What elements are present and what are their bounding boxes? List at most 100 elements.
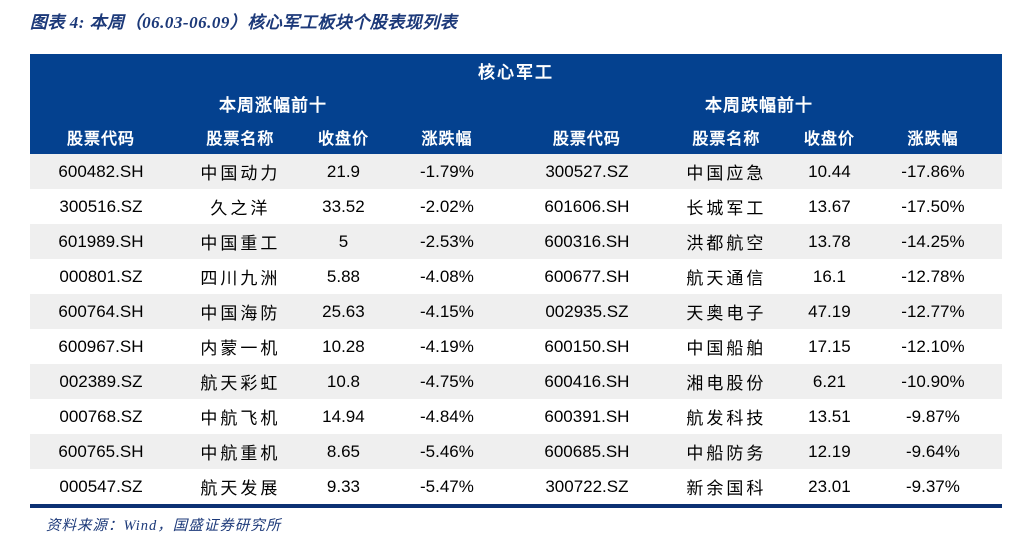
cell-close-price: 17.15 bbox=[794, 329, 864, 364]
cell-close-price: 16.1 bbox=[794, 259, 864, 294]
cell-stock-code: 002389.SZ bbox=[30, 364, 172, 399]
col-header-change-left: 涨跌幅 bbox=[377, 120, 516, 154]
group-header-row: 核心军工 bbox=[30, 54, 1002, 86]
cell-close-price: 9.33 bbox=[308, 469, 378, 504]
cell-change-pct: -17.50% bbox=[863, 189, 1002, 224]
cell-stock-name: 长城军工 bbox=[657, 189, 795, 224]
cell-stock-code: 000801.SZ bbox=[30, 259, 172, 294]
cell-stock-name: 中国动力 bbox=[171, 154, 309, 189]
source-note: 资料来源：Wind，国盛证券研究所 bbox=[46, 518, 282, 534]
table-row: 000768.SZ 中航飞机 14.94 -4.84% 600391.SH 航发… bbox=[30, 399, 1002, 434]
table-row: 300516.SZ 久之洋 33.52 -2.02% 601606.SH 长城军… bbox=[30, 189, 1002, 224]
cell-change-pct: -9.37% bbox=[863, 469, 1002, 504]
cell-stock-name: 四川九洲 bbox=[171, 259, 309, 294]
cell-change-pct: -9.64% bbox=[863, 434, 1002, 469]
cell-stock-code: 600150.SH bbox=[515, 329, 658, 364]
cell-close-price: 23.01 bbox=[794, 469, 864, 504]
cell-stock-code: 600764.SH bbox=[30, 294, 172, 329]
col-header-price-right: 收盘价 bbox=[794, 120, 864, 154]
cell-stock-code: 300722.SZ bbox=[515, 469, 658, 504]
cell-stock-name: 中航重机 bbox=[171, 434, 309, 469]
figure-title: 图表 4: 本周（06.03-06.09）核心军工板块个股表现列表 bbox=[30, 13, 458, 32]
table-body: 600482.SH 中国动力 21.9 -1.79% 300527.SZ 中国应… bbox=[30, 154, 1002, 504]
col-header-price-left: 收盘价 bbox=[308, 120, 378, 154]
cell-stock-name: 洪都航空 bbox=[657, 224, 795, 259]
col-header-code-left: 股票代码 bbox=[30, 120, 172, 154]
section-title-losers: 本周跌幅前十 bbox=[515, 86, 1002, 120]
section-title-row: 本周涨幅前十 本周跌幅前十 bbox=[30, 86, 1002, 120]
cell-stock-name: 久之洋 bbox=[171, 189, 309, 224]
cell-stock-code: 000768.SZ bbox=[30, 399, 172, 434]
cell-stock-code: 600416.SH bbox=[515, 364, 658, 399]
cell-close-price: 21.9 bbox=[308, 154, 378, 189]
cell-stock-code: 600316.SH bbox=[515, 224, 658, 259]
cell-stock-code: 600765.SH bbox=[30, 434, 172, 469]
table-header: 核心军工 本周涨幅前十 本周跌幅前十 股票代码 股票名称 收盘价 涨跌幅 股票代… bbox=[30, 54, 1002, 154]
cell-stock-code: 601989.SH bbox=[30, 224, 172, 259]
cell-close-price: 10.44 bbox=[794, 154, 864, 189]
table-row: 600482.SH 中国动力 21.9 -1.79% 300527.SZ 中国应… bbox=[30, 154, 1002, 189]
table-row: 000547.SZ 航天发展 9.33 -5.47% 300722.SZ 新余国… bbox=[30, 469, 1002, 504]
cell-stock-code: 601606.SH bbox=[515, 189, 658, 224]
cell-close-price: 14.94 bbox=[308, 399, 378, 434]
cell-stock-code: 600482.SH bbox=[30, 154, 172, 189]
group-header: 核心军工 bbox=[30, 54, 1002, 86]
table-row: 601989.SH 中国重工 5 -2.53% 600316.SH 洪都航空 1… bbox=[30, 224, 1002, 259]
bottom-divider bbox=[30, 504, 1002, 508]
cell-close-price: 5.88 bbox=[308, 259, 378, 294]
table-row: 600764.SH 中国海防 25.63 -4.15% 002935.SZ 天奥… bbox=[30, 294, 1002, 329]
cell-change-pct: -4.19% bbox=[377, 329, 516, 364]
section-title-gainers: 本周涨幅前十 bbox=[30, 86, 516, 120]
col-header-code-right: 股票代码 bbox=[515, 120, 658, 154]
cell-change-pct: -14.25% bbox=[863, 224, 1002, 259]
cell-change-pct: -4.08% bbox=[377, 259, 516, 294]
cell-stock-name: 湘电股份 bbox=[657, 364, 795, 399]
cell-change-pct: -9.87% bbox=[863, 399, 1002, 434]
col-header-name-left: 股票名称 bbox=[171, 120, 309, 154]
cell-close-price: 13.67 bbox=[794, 189, 864, 224]
cell-close-price: 12.19 bbox=[794, 434, 864, 469]
cell-stock-name: 中船防务 bbox=[657, 434, 795, 469]
cell-stock-name: 航天发展 bbox=[171, 469, 309, 504]
cell-stock-code: 600967.SH bbox=[30, 329, 172, 364]
cell-stock-code: 300516.SZ bbox=[30, 189, 172, 224]
cell-change-pct: -12.10% bbox=[863, 329, 1002, 364]
cell-change-pct: -2.53% bbox=[377, 224, 516, 259]
table-row: 000801.SZ 四川九洲 5.88 -4.08% 600677.SH 航天通… bbox=[30, 259, 1002, 294]
cell-stock-name: 中国重工 bbox=[171, 224, 309, 259]
cell-stock-code: 600685.SH bbox=[515, 434, 658, 469]
cell-change-pct: -17.86% bbox=[863, 154, 1002, 189]
cell-stock-name: 天奥电子 bbox=[657, 294, 795, 329]
cell-change-pct: -12.77% bbox=[863, 294, 1002, 329]
cell-stock-name: 航天通信 bbox=[657, 259, 795, 294]
cell-change-pct: -4.15% bbox=[377, 294, 516, 329]
cell-stock-code: 600677.SH bbox=[515, 259, 658, 294]
cell-close-price: 5 bbox=[308, 224, 378, 259]
cell-close-price: 47.19 bbox=[794, 294, 864, 329]
col-header-name-right: 股票名称 bbox=[657, 120, 795, 154]
cell-stock-name: 中国应急 bbox=[657, 154, 795, 189]
cell-stock-code: 600391.SH bbox=[515, 399, 658, 434]
cell-stock-name: 航天彩虹 bbox=[171, 364, 309, 399]
cell-stock-code: 000547.SZ bbox=[30, 469, 172, 504]
cell-close-price: 6.21 bbox=[794, 364, 864, 399]
cell-stock-code: 300527.SZ bbox=[515, 154, 658, 189]
column-header-row: 股票代码 股票名称 收盘价 涨跌幅 股票代码 股票名称 收盘价 涨跌幅 bbox=[30, 120, 1002, 154]
cell-stock-name: 航发科技 bbox=[657, 399, 795, 434]
col-header-change-right: 涨跌幅 bbox=[863, 120, 1002, 154]
cell-stock-name: 中航飞机 bbox=[171, 399, 309, 434]
table-row: 600765.SH 中航重机 8.65 -5.46% 600685.SH 中船防… bbox=[30, 434, 1002, 469]
cell-close-price: 10.8 bbox=[308, 364, 378, 399]
cell-stock-name: 新余国科 bbox=[657, 469, 795, 504]
cell-stock-name: 中国船舶 bbox=[657, 329, 795, 364]
cell-change-pct: -5.46% bbox=[377, 434, 516, 469]
cell-change-pct: -1.79% bbox=[377, 154, 516, 189]
cell-change-pct: -10.90% bbox=[863, 364, 1002, 399]
table-row: 002389.SZ 航天彩虹 10.8 -4.75% 600416.SH 湘电股… bbox=[30, 364, 1002, 399]
cell-change-pct: -2.02% bbox=[377, 189, 516, 224]
cell-change-pct: -12.78% bbox=[863, 259, 1002, 294]
cell-close-price: 8.65 bbox=[308, 434, 378, 469]
cell-stock-name: 中国海防 bbox=[171, 294, 309, 329]
cell-change-pct: -4.84% bbox=[377, 399, 516, 434]
